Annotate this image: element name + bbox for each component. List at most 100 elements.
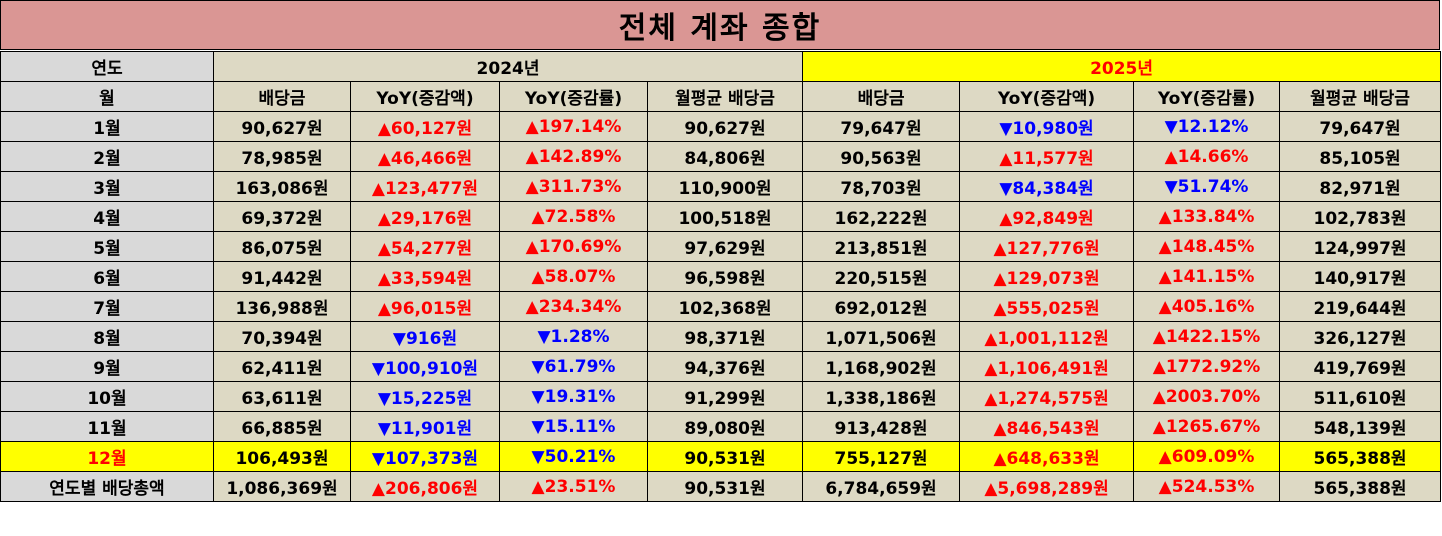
dividend-cell-2024[interactable]: 86,075원 — [213, 231, 351, 262]
row-label-cell[interactable]: 5월 — [0, 231, 214, 262]
dividend-cell-2025[interactable]: 1,338,186원 — [802, 381, 961, 412]
monthly-avg-cell-2024[interactable]: 102,368원 — [646, 291, 804, 322]
row-label-cell[interactable]: 1월 — [0, 111, 214, 142]
yoy-amount-cell-2025[interactable]: ▲92,849원 — [959, 201, 1135, 232]
yoy-rate-cell-2024[interactable]: ▲72.58% — [499, 201, 648, 232]
yoy-rate-cell-2025[interactable]: ▲609.09% — [1133, 441, 1281, 472]
yoy-rate-cell-2025[interactable]: ▲1772.92% — [1133, 351, 1281, 382]
col-header-yoy-rate-2024[interactable]: YoY(증감률) — [499, 81, 648, 112]
dividend-cell-2024[interactable]: 62,411원 — [213, 351, 351, 382]
year-2025-header[interactable]: 2025년 — [802, 51, 1442, 82]
yoy-rate-cell-2024[interactable]: ▼19.31% — [499, 381, 648, 412]
row-label-cell[interactable]: 11월 — [0, 411, 214, 442]
dividend-cell-2024[interactable]: 69,372원 — [213, 201, 351, 232]
yoy-amount-cell-2025[interactable]: ▲11,577원 — [959, 141, 1135, 172]
yoy-amount-cell-2025[interactable]: ▼10,980원 — [959, 111, 1135, 142]
yoy-amount-cell-2024[interactable]: ▼916원 — [350, 321, 500, 352]
monthly-avg-cell-2024[interactable]: 89,080원 — [646, 411, 804, 442]
yoy-amount-cell-2024[interactable]: ▲33,594원 — [350, 261, 500, 292]
row-label-cell[interactable]: 10월 — [0, 381, 214, 412]
dividend-cell-2025[interactable]: 213,851원 — [802, 231, 961, 262]
dividend-cell-2024[interactable]: 63,611원 — [213, 381, 351, 412]
col-header-monthly-avg-2024[interactable]: 월평균 배당금 — [646, 81, 804, 112]
dividend-cell-2024[interactable]: 106,493원 — [213, 441, 351, 472]
monthly-avg-cell-2025[interactable]: 124,997원 — [1279, 231, 1442, 262]
yoy-rate-cell-2025[interactable]: ▲1422.15% — [1133, 321, 1281, 352]
yoy-rate-cell-2025[interactable]: ▼51.74% — [1133, 171, 1281, 202]
col-header-yoy-amount-2025[interactable]: YoY(증감액) — [959, 81, 1135, 112]
dividend-cell-2024[interactable]: 90,627원 — [213, 111, 351, 142]
yoy-amount-cell-2025[interactable]: ▲555,025원 — [959, 291, 1135, 322]
dividend-cell-2025[interactable]: 913,428원 — [802, 411, 961, 442]
row-label-cell[interactable]: 6월 — [0, 261, 214, 292]
col-header-dividend-2025[interactable]: 배당금 — [802, 81, 961, 112]
yoy-rate-cell-2025[interactable]: ▲148.45% — [1133, 231, 1281, 262]
dividend-cell-2024[interactable]: 66,885원 — [213, 411, 351, 442]
yoy-amount-cell-2024[interactable]: ▲54,277원 — [350, 231, 500, 262]
yoy-amount-cell-2025[interactable]: ▼84,384원 — [959, 171, 1135, 202]
dividend-cell-2024[interactable]: 1,086,369원 — [213, 471, 351, 502]
yoy-rate-cell-2024[interactable]: ▼50.21% — [499, 441, 648, 472]
yoy-amount-cell-2024[interactable]: ▲29,176원 — [350, 201, 500, 232]
dividend-cell-2025[interactable]: 1,168,902원 — [802, 351, 961, 382]
monthly-avg-cell-2025[interactable]: 219,644원 — [1279, 291, 1442, 322]
monthly-avg-cell-2025[interactable]: 511,610원 — [1279, 381, 1442, 412]
dividend-cell-2024[interactable]: 163,086원 — [213, 171, 351, 202]
yoy-rate-cell-2025[interactable]: ▲405.16% — [1133, 291, 1281, 322]
row-label-cell[interactable]: 7월 — [0, 291, 214, 322]
monthly-avg-cell-2024[interactable]: 110,900원 — [646, 171, 804, 202]
yoy-rate-cell-2024[interactable]: ▲170.69% — [499, 231, 648, 262]
dividend-cell-2024[interactable]: 70,394원 — [213, 321, 351, 352]
dividend-cell-2025[interactable]: 6,784,659원 — [802, 471, 961, 502]
yoy-amount-cell-2024[interactable]: ▼15,225원 — [350, 381, 500, 412]
monthly-avg-cell-2024[interactable]: 90,531원 — [646, 471, 804, 502]
yoy-amount-cell-2025[interactable]: ▲846,543원 — [959, 411, 1135, 442]
monthly-avg-cell-2024[interactable]: 90,531원 — [646, 441, 804, 472]
yoy-amount-cell-2024[interactable]: ▼107,373원 — [350, 441, 500, 472]
yoy-rate-cell-2024[interactable]: ▲142.89% — [499, 141, 648, 172]
dividend-cell-2024[interactable]: 78,985원 — [213, 141, 351, 172]
year-label-cell[interactable]: 연도 — [0, 51, 214, 82]
yoy-rate-cell-2024[interactable]: ▲197.14% — [499, 111, 648, 142]
monthly-avg-cell-2025[interactable]: 548,139원 — [1279, 411, 1442, 442]
dividend-cell-2025[interactable]: 90,563원 — [802, 141, 961, 172]
yoy-amount-cell-2025[interactable]: ▲1,001,112원 — [959, 321, 1135, 352]
yoy-rate-cell-2024[interactable]: ▲58.07% — [499, 261, 648, 292]
yoy-rate-cell-2025[interactable]: ▲1265.67% — [1133, 411, 1281, 442]
dividend-cell-2025[interactable]: 1,071,506원 — [802, 321, 961, 352]
monthly-avg-cell-2025[interactable]: 565,388원 — [1279, 471, 1442, 502]
yoy-amount-cell-2024[interactable]: ▲96,015원 — [350, 291, 500, 322]
col-header-dividend-2024[interactable]: 배당금 — [213, 81, 351, 112]
month-label-cell[interactable]: 월 — [0, 81, 214, 112]
monthly-avg-cell-2025[interactable]: 79,647원 — [1279, 111, 1442, 142]
yoy-amount-cell-2024[interactable]: ▼100,910원 — [350, 351, 500, 382]
row-label-cell[interactable]: 연도별 배당총액 — [0, 471, 214, 502]
yoy-rate-cell-2024[interactable]: ▼15.11% — [499, 411, 648, 442]
yoy-amount-cell-2024[interactable]: ▼11,901원 — [350, 411, 500, 442]
row-label-cell[interactable]: 8월 — [0, 321, 214, 352]
yoy-amount-cell-2025[interactable]: ▲1,274,575원 — [959, 381, 1135, 412]
yoy-amount-cell-2025[interactable]: ▲5,698,289원 — [959, 471, 1135, 502]
col-header-yoy-rate-2025[interactable]: YoY(증감률) — [1133, 81, 1281, 112]
yoy-amount-cell-2025[interactable]: ▲1,106,491원 — [959, 351, 1135, 382]
row-label-cell[interactable]: 12월 — [0, 441, 214, 472]
monthly-avg-cell-2025[interactable]: 326,127원 — [1279, 321, 1442, 352]
row-label-cell[interactable]: 4월 — [0, 201, 214, 232]
monthly-avg-cell-2025[interactable]: 82,971원 — [1279, 171, 1442, 202]
monthly-avg-cell-2025[interactable]: 565,388원 — [1279, 441, 1442, 472]
yoy-rate-cell-2024[interactable]: ▲23.51% — [499, 471, 648, 502]
year-2024-header[interactable]: 2024년 — [212, 51, 804, 82]
yoy-rate-cell-2024[interactable]: ▲234.34% — [499, 291, 648, 322]
monthly-avg-cell-2025[interactable]: 85,105원 — [1279, 141, 1442, 172]
monthly-avg-cell-2024[interactable]: 97,629원 — [646, 231, 804, 262]
yoy-amount-cell-2024[interactable]: ▲123,477원 — [350, 171, 500, 202]
monthly-avg-cell-2024[interactable]: 84,806원 — [646, 141, 804, 172]
row-label-cell[interactable]: 3월 — [0, 171, 214, 202]
yoy-rate-cell-2025[interactable]: ▲133.84% — [1133, 201, 1281, 232]
row-label-cell[interactable]: 2월 — [0, 141, 214, 172]
dividend-cell-2025[interactable]: 78,703원 — [802, 171, 961, 202]
yoy-amount-cell-2025[interactable]: ▲129,073원 — [959, 261, 1135, 292]
monthly-avg-cell-2024[interactable]: 98,371원 — [646, 321, 804, 352]
yoy-rate-cell-2024[interactable]: ▲311.73% — [499, 171, 648, 202]
monthly-avg-cell-2024[interactable]: 100,518원 — [646, 201, 804, 232]
